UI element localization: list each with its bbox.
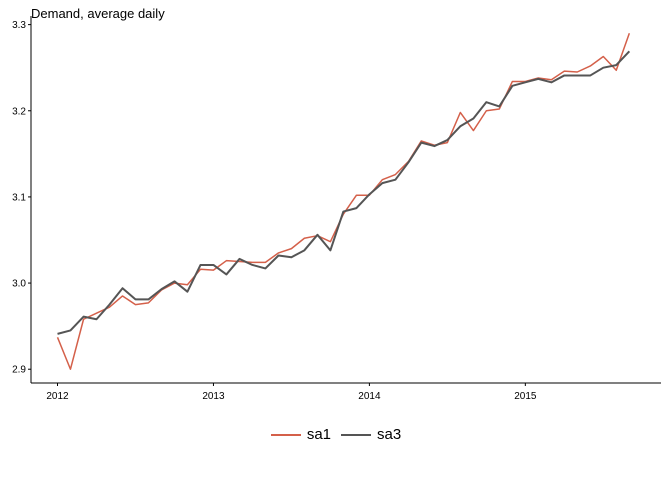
x-tick-label: 2015 bbox=[514, 391, 537, 402]
legend-label-sa1: sa1 bbox=[306, 426, 331, 443]
y-tick-label: 3.1 bbox=[12, 192, 26, 203]
x-tick-label: 2013 bbox=[202, 391, 225, 402]
legend-item-sa3: sa3 bbox=[341, 426, 401, 443]
series-line-sa1 bbox=[56, 32, 631, 370]
legend-label-sa3: sa3 bbox=[377, 426, 402, 443]
y-tick-label: 2.9 bbox=[12, 365, 26, 376]
x-tick-label: 2014 bbox=[358, 391, 381, 402]
legend: sa1 sa3 bbox=[0, 426, 672, 443]
legend-swatch-sa3 bbox=[341, 433, 371, 436]
chart-title: Demand, average daily bbox=[31, 6, 165, 21]
legend-item-sa1: sa1 bbox=[270, 426, 331, 443]
legend-swatch-sa1 bbox=[270, 433, 301, 436]
y-tick-label: 3.0 bbox=[12, 279, 26, 290]
series-line-sa3 bbox=[57, 50, 631, 335]
y-tick-label: 3.2 bbox=[12, 106, 26, 117]
x-tick-label: 2012 bbox=[46, 391, 69, 402]
y-tick-label: 3.3 bbox=[12, 20, 26, 31]
